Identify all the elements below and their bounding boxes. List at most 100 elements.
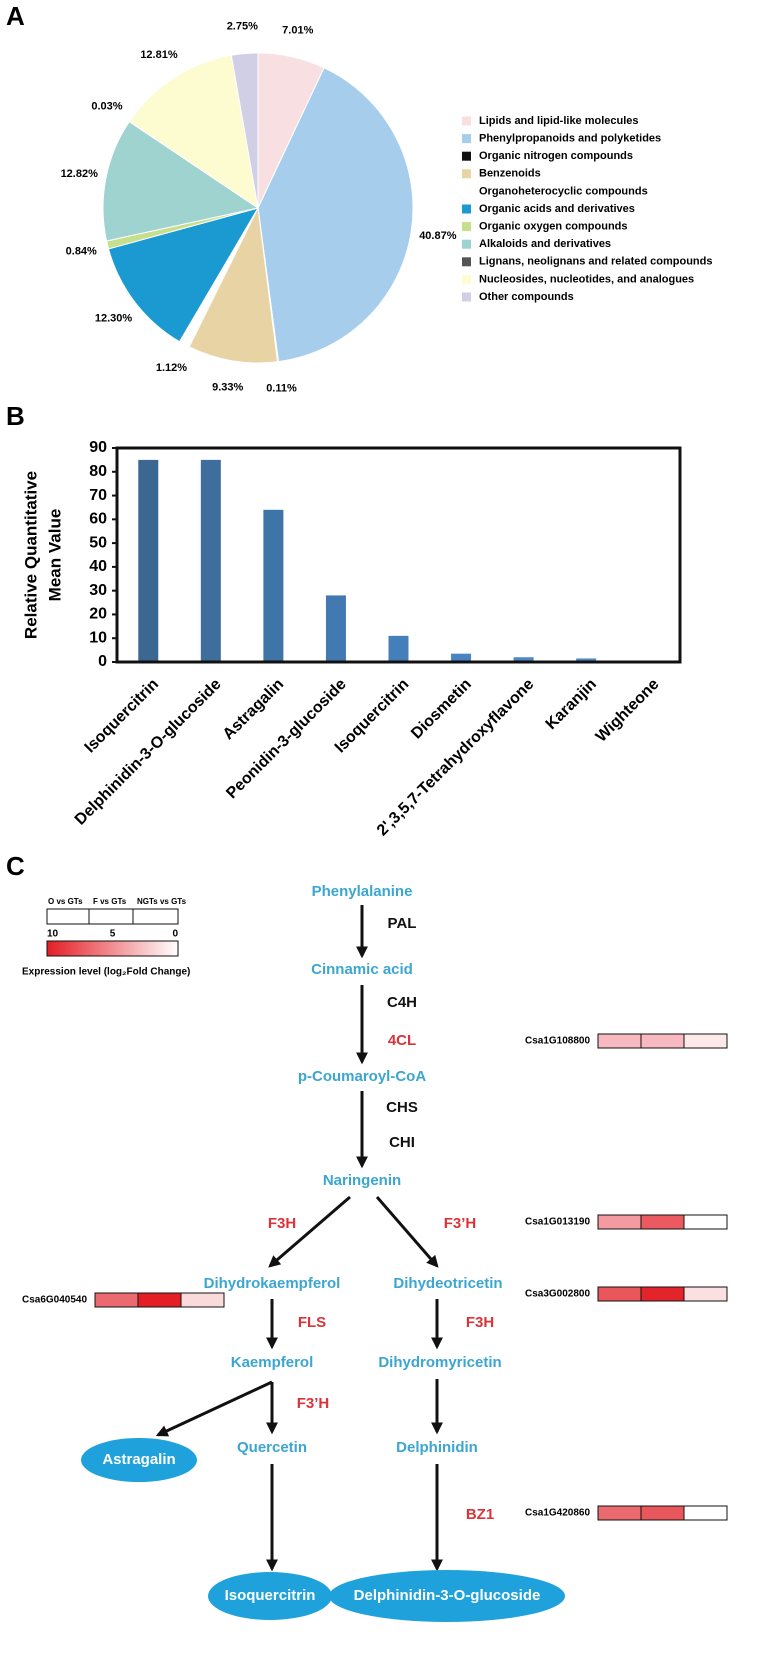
legend-title: Expression level (log₂Fold Change)	[22, 967, 190, 978]
data-label: 12.81%	[140, 49, 178, 61]
legend-label: Alkaloids and derivatives	[479, 238, 611, 250]
data-label: 0.03%	[91, 100, 122, 112]
product-ellipse	[81, 1438, 197, 1482]
x-tick-label: Karanjin	[543, 676, 600, 733]
y-tick-label: 10	[89, 629, 107, 646]
bar	[451, 653, 472, 662]
x-tick-label: Astragalin	[220, 676, 287, 743]
y-axis-label: Relative Quantitative	[21, 471, 40, 639]
legend-label: Benzenoids	[479, 168, 541, 180]
compound: Kaempferol	[231, 1354, 314, 1371]
heat-cell	[640, 1505, 685, 1521]
enzyme: F3’H	[444, 1215, 477, 1232]
arrows	[155, 905, 443, 1572]
legend-swatch	[462, 151, 471, 161]
compound: Delphinidin	[396, 1439, 478, 1456]
compound: Quercetin	[237, 1439, 307, 1456]
legend-comparison: NGTs vs GTs	[137, 897, 187, 906]
product: Astragalin	[102, 1451, 175, 1468]
heat-cell	[683, 1214, 728, 1230]
compound: Cinnamic acid	[311, 961, 413, 978]
pie-slice	[188, 206, 279, 364]
legend-swatch	[462, 222, 471, 232]
compound: Dihydeotricetin	[393, 1275, 502, 1292]
y-tick-label: 90	[89, 439, 107, 456]
y-tick-label: 80	[89, 463, 107, 480]
legend-box	[46, 908, 179, 925]
compound: p-Coumaroyl-CoA	[298, 1068, 426, 1085]
heat-cell	[683, 1505, 728, 1521]
legend-label: Lipids and lipid-like molecules	[479, 115, 639, 127]
arrow	[155, 1380, 273, 1437]
x-tick-label: Wighteone	[593, 676, 663, 746]
legend-label: Phenylpropanoids and polyketides	[479, 133, 661, 145]
x-tick-label: Peonidin-3-glucoside	[223, 676, 350, 803]
legend-swatch	[462, 116, 471, 126]
legend-label: Organoheterocyclic compounds	[479, 185, 648, 197]
enzyme: CHS	[386, 1099, 418, 1116]
legend-swatch	[462, 257, 471, 267]
enzyme: PAL	[388, 915, 417, 932]
scale-tick-label: 0	[172, 929, 178, 940]
gene-name: Csa1G108800	[525, 1036, 590, 1047]
bar	[576, 658, 597, 662]
legend-swatch	[462, 274, 471, 284]
legend-label: Nucleosides, nucleotides, and analogues	[479, 273, 694, 285]
data-label: 40.87%	[419, 230, 457, 242]
enzyme: 4CL	[388, 1032, 416, 1049]
panel-label: A	[6, 1, 25, 31]
gene-name: Csa3G002800	[525, 1289, 590, 1300]
heat-cell	[180, 1292, 225, 1308]
enzyme: F3’H	[297, 1395, 330, 1412]
pie-chart: 7.01% 40.87% 0.11% 9.33% 1.12% 12.30% 0.84% 12.…	[61, 21, 713, 395]
legend-label: Organic acids and derivatives	[479, 203, 635, 215]
product: Delphinidin-3-O-glucoside	[354, 1587, 541, 1604]
compound: Phenylalanine	[312, 883, 413, 900]
gene-name: Csa1G013190	[525, 1217, 590, 1228]
arrow	[375, 1196, 439, 1268]
bar	[138, 459, 159, 662]
heat-cell	[597, 1286, 642, 1302]
legend-gradient	[46, 940, 179, 957]
y-tick-label: 30	[89, 582, 107, 599]
legend-swatch	[462, 204, 471, 214]
y-tick-label: 70	[89, 487, 107, 504]
bar	[200, 459, 221, 662]
data-label: 7.01%	[282, 24, 313, 36]
legend-comparison: O vs GTs	[48, 897, 83, 906]
pie-slice	[107, 207, 260, 343]
legend-label: Organic oxygen compounds	[479, 221, 628, 233]
legend-swatch	[462, 292, 471, 302]
y-tick-label: 20	[89, 606, 107, 623]
data-label: 12.82%	[61, 168, 99, 180]
y-tick-label: 0	[98, 653, 107, 670]
enzyme: C4H	[387, 994, 417, 1011]
heat-cell	[683, 1033, 728, 1049]
gene-name: Csa1G420860	[525, 1508, 590, 1519]
product: Isoquercitrin	[225, 1587, 316, 1604]
scale-tick-label: 5	[110, 929, 116, 940]
compound: Dihydrokaempferol	[204, 1275, 341, 1292]
arrow	[268, 1195, 351, 1268]
data-label: 1.12%	[156, 362, 187, 374]
scale-tick-label: 10	[47, 929, 59, 940]
y-tick-label: 50	[89, 534, 107, 551]
gene-name: Csa6G040540	[22, 1295, 87, 1306]
pie-slice	[257, 67, 414, 363]
data-label: 0.84%	[66, 245, 97, 257]
legend-swatch	[462, 169, 471, 179]
plot-frame	[115, 446, 682, 664]
pie-slice	[102, 120, 260, 242]
enzyme: CHI	[389, 1134, 415, 1151]
enzyme: BZ1	[466, 1506, 494, 1523]
enzyme: F3H	[268, 1215, 296, 1232]
bar	[263, 509, 284, 662]
bar	[513, 657, 534, 662]
compound: Naringenin	[323, 1172, 401, 1189]
product-ellipse	[208, 1572, 332, 1620]
legend-swatch	[462, 186, 471, 196]
heat-cell	[683, 1286, 728, 1302]
data-label: 9.33%	[212, 381, 243, 393]
bar	[388, 635, 409, 662]
data-label: 0.11%	[266, 382, 297, 394]
